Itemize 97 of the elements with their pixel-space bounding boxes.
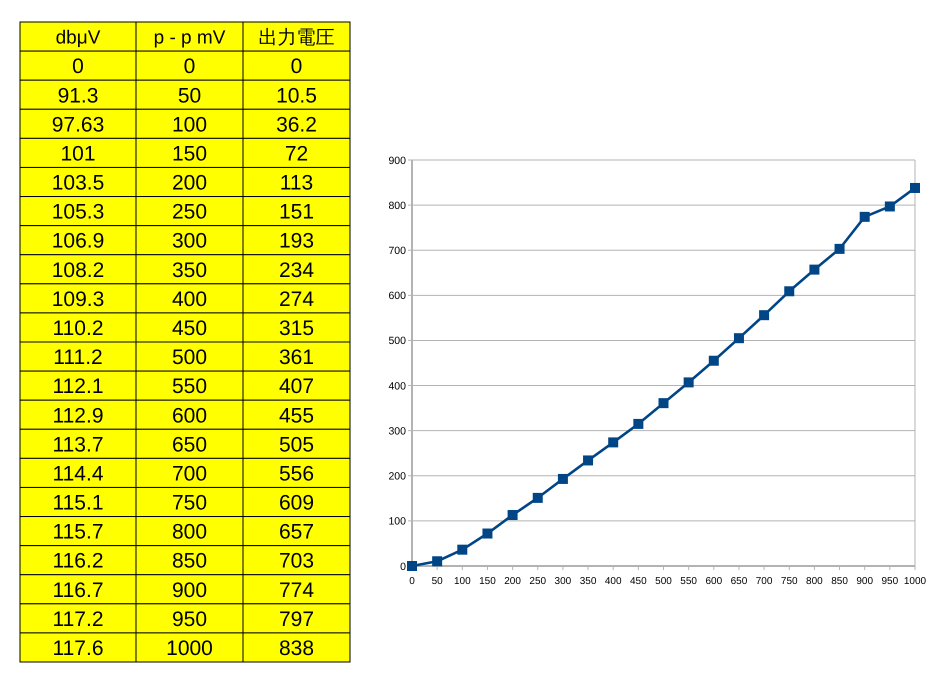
y-category-label: 116.7: [52, 578, 104, 602]
cell-label: 100: [172, 113, 208, 136]
cell-label: 50: [178, 84, 202, 108]
x-tick-label: 450: [630, 576, 647, 587]
y-category-label: 113.7: [52, 433, 104, 456]
cell-label: 657: [278, 520, 314, 544]
cell-label: 10.5: [276, 84, 317, 108]
y-category-label: 103.5: [52, 172, 104, 195]
y-category-label: 115.1: [52, 492, 104, 515]
y-tick-label: 900: [388, 154, 406, 167]
cell-label: 151: [278, 200, 314, 224]
y-category-label: 117.2: [52, 608, 104, 631]
y-category-label: 97.63: [52, 113, 104, 136]
cell-label: 455: [278, 404, 314, 428]
cell-label: 750: [172, 492, 208, 515]
y-category-label: 109.3: [52, 288, 104, 311]
cell-label: 703: [278, 550, 314, 573]
y-category-label: 114.4: [52, 462, 104, 486]
x-tick-label: 500: [655, 576, 672, 587]
cell-label: 774: [278, 578, 314, 602]
cell-label: 1000: [166, 637, 213, 660]
y-tick-label: 0: [400, 560, 406, 573]
y-category-label: 112.1: [52, 375, 104, 398]
x-tick-label: 900: [856, 576, 874, 587]
x-tick-label: 400: [604, 576, 622, 587]
x-tick-label: 0: [409, 576, 415, 587]
y-category-label: 111.2: [53, 346, 103, 370]
cell-label: 200: [172, 172, 208, 195]
cell-label: 800: [172, 520, 208, 544]
cell-label: 361: [278, 346, 314, 370]
x-tick-label: 700: [756, 576, 772, 587]
y-tick-label: 200: [388, 470, 406, 483]
y-category-label: 0: [72, 55, 84, 78]
x-category-label: 出力電圧: [258, 27, 334, 48]
cell-label: 36.2: [276, 113, 317, 136]
cell-label: 500: [172, 346, 208, 370]
cell-label: 193: [278, 230, 314, 253]
y-tick-label: 400: [388, 380, 406, 392]
cell-label: 505: [278, 433, 314, 456]
cell-label: 0: [184, 55, 196, 78]
y-category-label: 106.9: [52, 230, 104, 253]
cell-label: 838: [278, 637, 314, 660]
x-tick-label: 650: [730, 576, 748, 587]
y-tick-label: 300: [388, 425, 406, 438]
y-category-label: 110.2: [52, 317, 104, 340]
cell-label: 400: [172, 288, 208, 311]
x-tick-label: 300: [554, 576, 572, 587]
cell-label: 600: [172, 404, 208, 428]
y-axis-title: dbμV: [56, 27, 100, 48]
cell-label: 450: [172, 317, 208, 340]
x-tick-label: 550: [680, 576, 697, 587]
cell-label: 609: [278, 492, 314, 515]
cell-label: 700: [172, 462, 208, 486]
cell-label: 234: [278, 258, 314, 282]
y-category-label: 108.2: [52, 258, 104, 282]
x-tick-label: 1000: [904, 576, 926, 587]
y-category-label: 117.6: [52, 637, 104, 660]
y-category-label: 115.7: [52, 520, 104, 544]
y-category-label: 101: [60, 142, 96, 166]
y-category-label: 112.9: [52, 404, 104, 428]
x-tick-label: 200: [504, 576, 521, 587]
cell-label: 113: [280, 172, 314, 195]
x-tick-label: 350: [580, 576, 596, 587]
x-tick-label: 600: [705, 576, 722, 587]
cell-label: 315: [278, 317, 314, 340]
cell-label: 556: [278, 462, 314, 486]
cell-label: 0: [290, 55, 302, 78]
cell-label: 900: [172, 578, 208, 602]
cell-label: 550: [172, 375, 208, 398]
cell-label: 407: [278, 375, 314, 398]
cell-label: 350: [172, 258, 208, 282]
cell-label: 250: [172, 200, 208, 224]
y-tick-label: 700: [388, 245, 406, 258]
y-category-label: 91.3: [58, 84, 98, 108]
y-tick-label: 500: [388, 335, 406, 348]
x-tick-label: 750: [780, 576, 798, 587]
x-tick-label: 50: [432, 576, 443, 587]
x-category-label: p - p mV: [154, 27, 226, 48]
x-tick-label: 850: [831, 576, 848, 587]
x-tick-label: 800: [806, 576, 823, 587]
x-tick-label: 150: [479, 576, 496, 587]
cell-label: 950: [172, 608, 208, 631]
cell-label: 797: [278, 608, 314, 631]
y-category-label: 116.2: [52, 550, 104, 573]
cell-label: 850: [172, 550, 208, 573]
x-tick-label: 950: [882, 576, 898, 587]
cell-label: 650: [172, 433, 208, 456]
y-tick-label: 100: [388, 516, 406, 528]
y-category-label: 105.3: [52, 200, 104, 224]
x-tick-label: 250: [529, 576, 546, 587]
cell-label: 72: [284, 142, 308, 166]
cell-label: 300: [172, 230, 208, 253]
x-tick-label: 100: [454, 576, 471, 587]
cell-label: 274: [278, 288, 314, 311]
y-tick-label: 800: [388, 200, 406, 212]
y-tick-label: 600: [388, 290, 406, 302]
cell-label: 150: [172, 142, 208, 166]
